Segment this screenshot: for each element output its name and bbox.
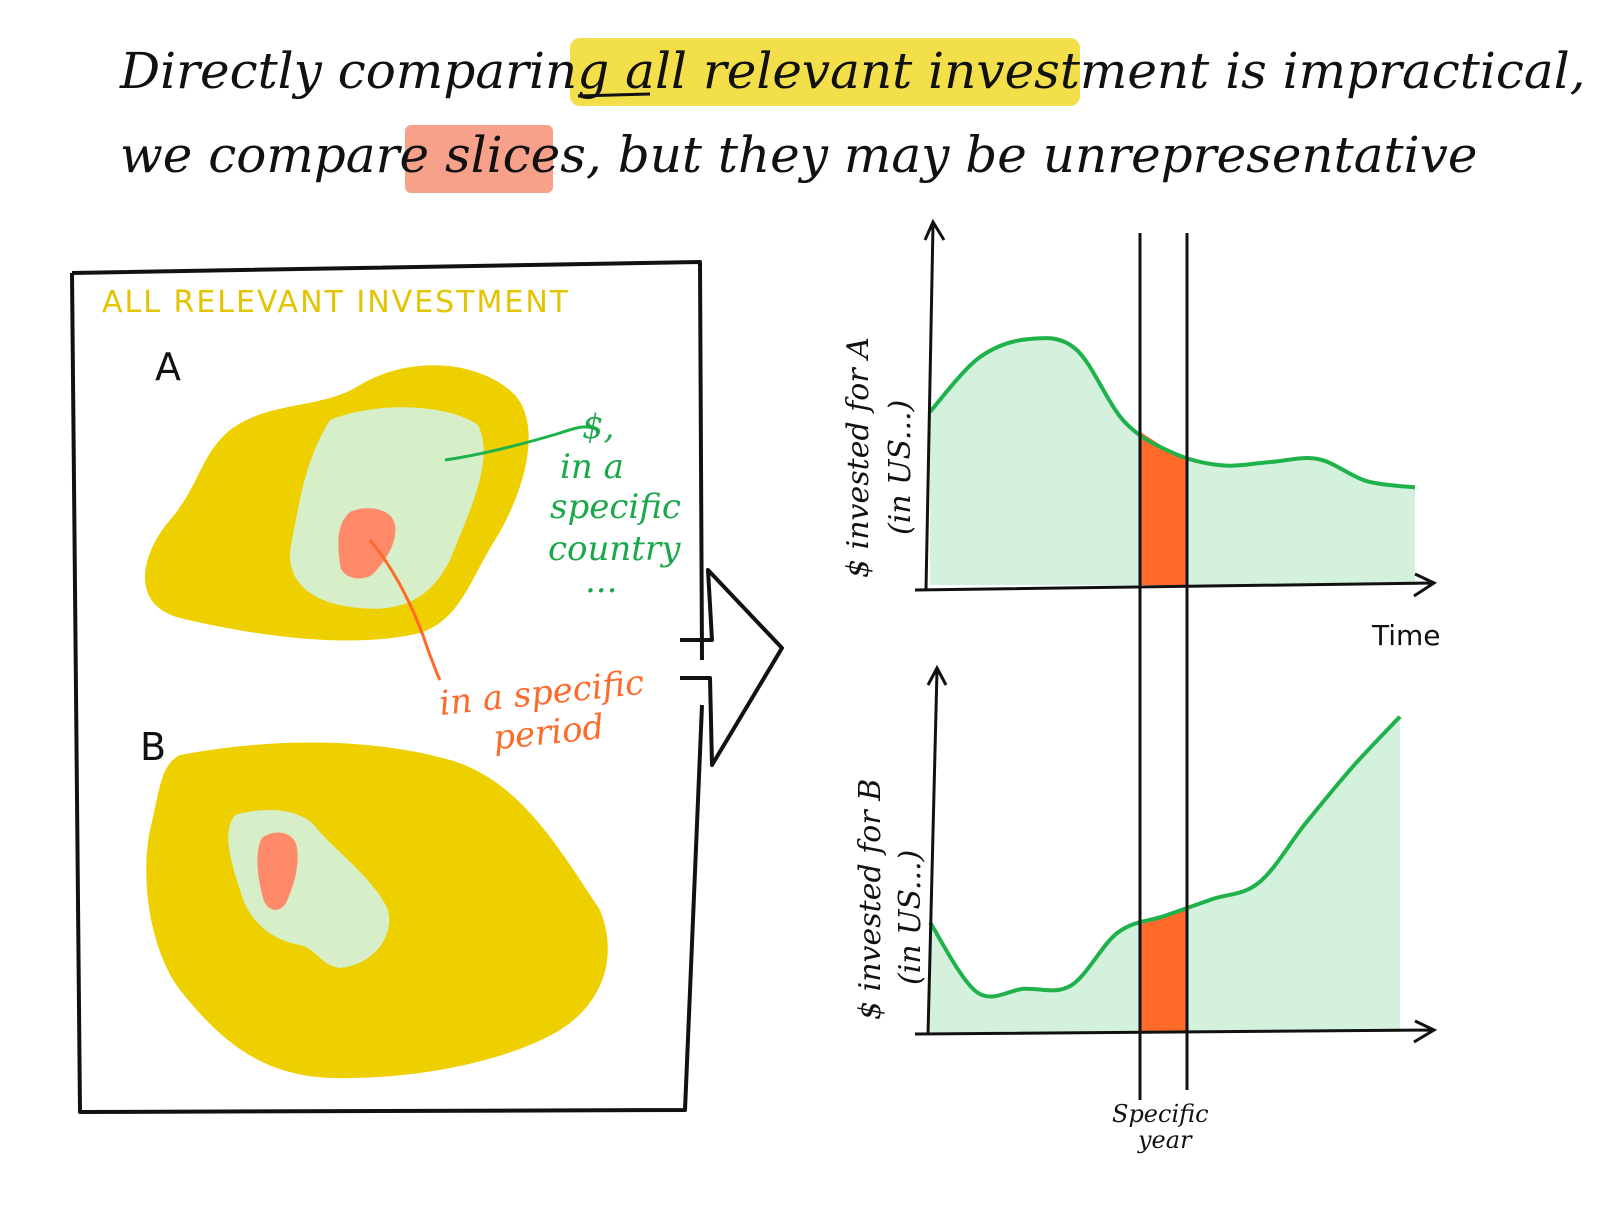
chart-b-x-axis bbox=[914, 1019, 1438, 1044]
title-line-1: Directly comparing all relevant investme… bbox=[119, 42, 1600, 100]
chart-b-ylabel: $ invested for B bbox=[853, 779, 888, 1020]
orange-note: in a specific period bbox=[437, 662, 661, 764]
chart-a-ylabel-sub: (in US...) bbox=[883, 400, 918, 535]
highlight-slices bbox=[405, 125, 553, 193]
green-pointer-line bbox=[444, 425, 593, 462]
orange-pointer-line bbox=[368, 539, 442, 681]
specific-year-label: Specific year bbox=[1112, 1100, 1216, 1154]
chart-a-xlabel: Time bbox=[1371, 619, 1441, 652]
all-relevant-investment-label: ALL RELEVANT INVESTMENT bbox=[102, 285, 570, 320]
chart-b-ylabel-sub: (in US...) bbox=[893, 850, 928, 985]
chart-a-ylabel: $ invested for A bbox=[841, 337, 876, 578]
chart-a-slice bbox=[1140, 431, 1187, 585]
chart-a-y-axis bbox=[923, 218, 946, 591]
arrow-right-icon bbox=[680, 568, 784, 767]
letter-b: B bbox=[140, 725, 166, 769]
highlight-all-relevant-investment bbox=[570, 38, 1080, 106]
blob-a-country-slice bbox=[289, 407, 484, 609]
letter-a: A bbox=[155, 345, 181, 389]
blob-a-period-slice bbox=[338, 508, 396, 579]
chart-b-area bbox=[930, 716, 1400, 1032]
left-panel-frame bbox=[70, 260, 704, 1114]
chart-b-line bbox=[928, 715, 1402, 999]
chart-a-line bbox=[928, 335, 1416, 490]
chart-b-slice bbox=[1140, 908, 1187, 1032]
title-line-2: we compare slices, but they may be unrep… bbox=[120, 126, 1477, 184]
blob-b-period-slice bbox=[257, 832, 298, 910]
green-note: $, in a specific country ... bbox=[548, 407, 692, 601]
chart-a-x-axis bbox=[914, 572, 1438, 598]
underline-all bbox=[577, 92, 651, 98]
chart-a: $ invested for A (in US...) Time bbox=[841, 218, 1441, 652]
chart-b-y-axis bbox=[926, 664, 948, 1036]
chart-b: $ invested for B (in US...) bbox=[853, 664, 1438, 1044]
